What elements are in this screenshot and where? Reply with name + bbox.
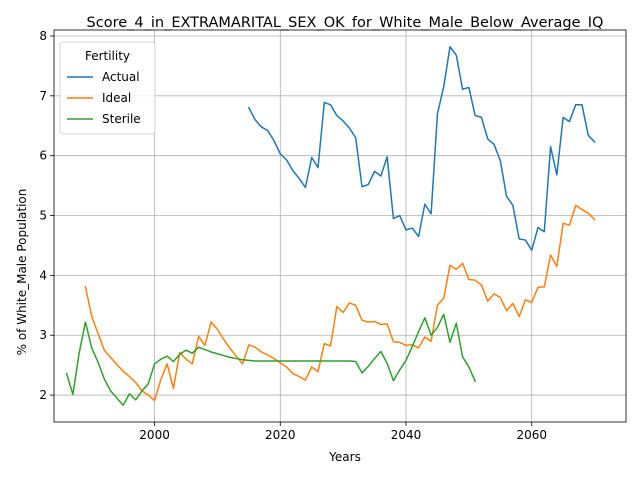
x-tick-label: 2000 — [139, 428, 170, 442]
y-tick-label: 8 — [39, 29, 47, 43]
legend: Fertility Actual Ideal Sterile — [59, 41, 156, 135]
x-tick-label: 2060 — [516, 428, 547, 442]
series-line-ideal — [84, 204, 596, 402]
series-lines — [65, 46, 596, 406]
y-tick-label: 3 — [39, 328, 47, 342]
legend-label-actual: Actual — [102, 70, 140, 84]
legend-label-sterile: Sterile — [102, 112, 141, 126]
series-line-actual — [247, 46, 596, 251]
y-tick-label: 2 — [39, 388, 47, 402]
series-line-sterile — [65, 313, 477, 406]
axis-ticks: 2000 2020 2040 2060 2 3 4 5 6 7 8 — [39, 29, 547, 442]
grid-lines — [54, 30, 626, 422]
legend-box — [59, 41, 156, 135]
legend-title: Fertility — [85, 49, 130, 63]
y-tick-label: 4 — [39, 268, 47, 282]
x-axis-label: Years — [328, 450, 361, 464]
y-tick-label: 6 — [39, 149, 47, 163]
y-tick-label: 7 — [39, 89, 47, 103]
legend-label-ideal: Ideal — [102, 91, 131, 105]
y-axis-label: % of White_Male Population — [15, 189, 29, 356]
plot-frame — [53, 29, 627, 423]
y-tick-label: 5 — [39, 209, 47, 223]
x-tick-label: 2020 — [265, 428, 296, 442]
x-tick-label: 2040 — [391, 428, 422, 442]
chart-title: Score_4_in_EXTRAMARITAL_SEX_OK_for_White… — [87, 15, 604, 31]
